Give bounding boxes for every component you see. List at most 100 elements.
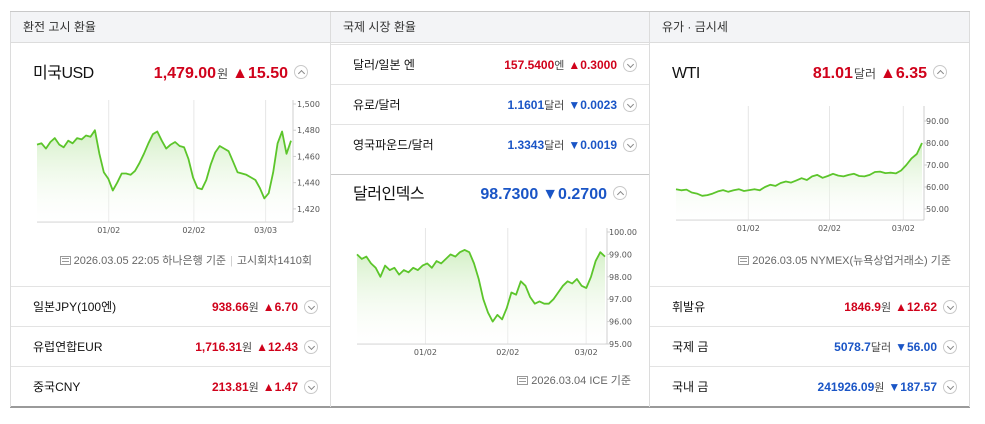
rate-row[interactable]: 일본JPY(100엔) 938.66원 ▲6.70: [11, 286, 330, 326]
rate-name: 유로/달러: [353, 98, 401, 112]
exchange-footer-notice: 고시회차1410회: [236, 255, 312, 267]
rate-change: ▲12.43: [256, 340, 298, 354]
usd-chart: 1,420 1,440 1,460 1,480 1,500 01/02 02/02 03/03: [36, 100, 320, 235]
x-tick-label: 03/02: [575, 348, 598, 357]
expand-chevron-icon[interactable]: [943, 299, 957, 314]
rate-row[interactable]: 휘발유 1846.9원 ▲12.62: [650, 286, 969, 326]
rate-value-group: 241926.09원 ▼187.57: [818, 367, 957, 408]
rate-row[interactable]: 유로/달러 1.1601달러 ▼0.0023: [331, 84, 649, 124]
intl-footer: 2026.03.04 ICE 기준: [517, 372, 631, 388]
rate-value: 5078.7: [834, 340, 871, 354]
usd-value: 1,479.00: [153, 65, 217, 82]
x-tick-label: 03/02: [892, 224, 915, 233]
y-tick-label: 96.00: [609, 318, 632, 327]
rate-change: ▼187.57: [888, 380, 937, 394]
series-line: [356, 249, 606, 323]
rate-name: 일본JPY(100엔): [33, 300, 117, 314]
wti-unit: 달러: [853, 67, 877, 81]
rate-value-group: 938.66원 ▲6.70: [212, 287, 318, 328]
collapse-chevron-icon[interactable]: [933, 65, 947, 80]
y-tick-label: 100.00: [609, 228, 637, 237]
collapse-chevron-icon[interactable]: [294, 65, 308, 80]
exchange-footer-source: 하나은행 기준: [162, 255, 227, 267]
y-tick-label: 98.00: [609, 273, 632, 282]
rate-value-group: 1846.9원 ▲12.62: [844, 287, 957, 328]
rate-name: 국제 금: [672, 340, 709, 354]
rate-unit: 엔: [554, 60, 565, 72]
market-widget: 환전 고시 환율 미국USD 1,479.00원 ▲15.50 1,420 1,44…: [10, 11, 970, 408]
wti-chart: 50.00 60.00 70.00 80.00 90.00 01/02 02/02 03/02: [675, 106, 949, 233]
rate-value-group: 1.1601달러 ▼0.0023: [507, 85, 637, 126]
rate-row[interactable]: 유럽연합EUR 1,716.31원 ▲12.43: [11, 326, 330, 366]
dxy-value: 98.7300: [480, 186, 539, 203]
y-tick-label: 60.00: [926, 183, 949, 192]
rate-row[interactable]: 국제 금 5078.7달러 ▼56.00: [650, 326, 969, 366]
x-tick-label: 02/02: [496, 348, 519, 357]
y-tick-label: 1,460: [297, 152, 320, 161]
dxy-name: 달러인덱스: [353, 186, 425, 203]
rate-value: 1.3343: [507, 138, 545, 152]
notice-icon: [59, 255, 71, 265]
rate-change: ▲0.3000: [568, 58, 617, 72]
usd-summary[interactable]: 미국USD 1,479.00원 ▲15.50: [11, 54, 330, 94]
rate-name: 국내 금: [672, 380, 709, 394]
rate-change: ▲12.62: [895, 300, 937, 314]
rate-value: 1846.9: [844, 300, 881, 314]
rate-value: 1.1601: [507, 98, 545, 112]
expand-chevron-icon[interactable]: [304, 339, 318, 354]
rate-row[interactable]: 영국파운드/달러 1.3343달러 ▼0.0019: [331, 124, 649, 164]
x-tick-label: 01/02: [97, 226, 120, 235]
series-area: [37, 130, 291, 222]
expand-chevron-icon[interactable]: [943, 339, 957, 354]
expand-chevron-icon[interactable]: [623, 97, 637, 112]
rate-name: 유럽연합EUR: [33, 340, 103, 354]
rate-change: ▼0.0019: [568, 138, 617, 152]
rate-unit: 달러: [870, 342, 892, 354]
intl-footer-date: 2026.03.04: [531, 375, 587, 387]
dxy-change: ▼0.2700: [542, 186, 607, 203]
rate-unit: 원: [880, 302, 892, 314]
rate-name: 달러/일본 엔: [353, 58, 415, 72]
series-area: [676, 143, 922, 220]
exchange-panel: 환전 고시 환율 미국USD 1,479.00원 ▲15.50 1,420 1,44…: [10, 12, 330, 407]
rate-value: 241926.09: [817, 380, 875, 394]
rate-row[interactable]: 국내 금 241926.09원 ▼187.57: [650, 366, 969, 406]
rate-change: ▲1.47: [262, 380, 298, 394]
y-tick-label: 99.00: [609, 250, 632, 259]
rate-name: 중국CNY: [33, 380, 81, 394]
commodity-panel: 유가 · 금시세 WTI 81.01달러 ▲6.35 50.00 60.00 70.0…: [650, 12, 970, 407]
rate-row[interactable]: 달러/일본 엔 157.5400엔 ▲0.3000: [331, 44, 649, 84]
y-tick-label: 1,420: [297, 205, 320, 214]
rate-row[interactable]: 중국CNY 213.81원 ▲1.47: [11, 366, 330, 406]
expand-chevron-icon[interactable]: [943, 379, 957, 394]
collapse-chevron-icon[interactable]: [613, 186, 627, 201]
y-tick-label: 80.00: [926, 139, 949, 148]
notice-icon: [517, 375, 529, 385]
rate-value-group: 1.3343달러 ▼0.0019: [507, 125, 637, 166]
wti-summary[interactable]: WTI 81.01달러 ▲6.35: [650, 54, 969, 94]
y-tick-label: 97.00: [609, 295, 632, 304]
expand-chevron-icon[interactable]: [304, 379, 318, 394]
expand-chevron-icon[interactable]: [623, 137, 637, 152]
dxy-value-group: 98.7300 ▼0.2700: [480, 175, 627, 215]
commodity-footer-source: NYMEX(뉴욕상업거래소) 기준: [810, 255, 951, 267]
dxy-summary[interactable]: 달러인덱스 98.7300 ▼0.2700: [331, 174, 649, 214]
usd-change: ▲15.50: [232, 65, 288, 82]
rate-value: 157.5400: [504, 58, 555, 72]
wti-name: WTI: [672, 65, 700, 82]
series-line: [675, 142, 923, 197]
exchange-footer-date: 2026.03.05 22:05: [73, 255, 160, 267]
expand-chevron-icon[interactable]: [304, 299, 318, 314]
rate-value: 1,716.31: [195, 340, 242, 354]
y-tick-label: 1,500: [297, 100, 320, 109]
rate-unit: 원: [248, 302, 259, 314]
expand-chevron-icon[interactable]: [623, 57, 637, 72]
x-tick-label: 01/02: [737, 224, 760, 233]
x-tick-label: 02/02: [182, 226, 205, 235]
commodity-footer: 2026.03.05 NYMEX(뉴욕상업거래소) 기준: [738, 252, 951, 268]
wti-change: ▲6.35: [880, 65, 927, 82]
rate-unit: 원: [241, 342, 253, 354]
intl-panel: 국제 시장 환율 달러/일본 엔 157.5400엔 ▲0.3000 유로/달러 1.1…: [330, 12, 650, 407]
rate-value-group: 157.5400엔 ▲0.3000: [504, 45, 637, 86]
rate-unit: 달러: [544, 140, 565, 152]
